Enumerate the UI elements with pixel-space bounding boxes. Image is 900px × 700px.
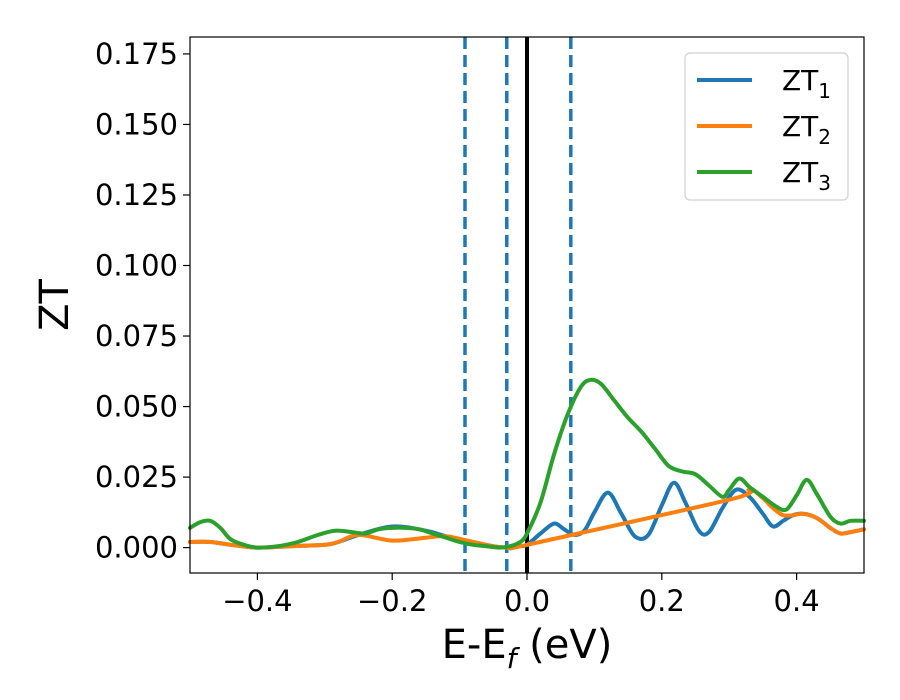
x-tick-label: −0.4 xyxy=(222,584,292,618)
legend: ZT1 ZT2 ZT3 xyxy=(684,52,849,201)
y-axis-title: ZT xyxy=(32,279,78,331)
x-axis-title-base: E-E xyxy=(442,622,507,668)
series-line-zt2 xyxy=(188,487,866,551)
x-axis-ticks: −0.4 −0.2 0.0 0.2 0.4 xyxy=(222,573,820,618)
y-axis-ticks: 0.000 0.025 0.050 0.075 0.100 0.125 0.150 0.175 xyxy=(95,37,190,565)
y-tick-label: 0.075 xyxy=(95,319,178,353)
x-tick-label: 0.4 xyxy=(774,584,820,618)
y-tick-label: 0.175 xyxy=(95,37,178,71)
y-tick-label: 0.125 xyxy=(95,178,178,212)
y-tick-label: 0.000 xyxy=(95,531,178,565)
y-tick-label: 0.150 xyxy=(95,107,178,141)
x-tick-label: 0.0 xyxy=(504,584,550,618)
series-lines xyxy=(188,377,866,551)
legend-label-zt2: ZT2 xyxy=(782,110,831,149)
vertical-reference-lines xyxy=(463,37,573,573)
legend-label-zt3: ZT3 xyxy=(782,156,831,195)
x-axis-title: E-Ef (eV) xyxy=(442,622,613,675)
x-tick-label: −0.2 xyxy=(357,584,427,618)
y-tick-label: 0.050 xyxy=(95,390,178,424)
series-line-zt3 xyxy=(188,377,866,550)
x-axis-title-unit: (eV) xyxy=(516,622,612,668)
y-tick-label: 0.100 xyxy=(95,249,178,283)
legend-box xyxy=(684,52,849,201)
x-tick-label: 0.2 xyxy=(639,584,685,618)
y-tick-label: 0.025 xyxy=(95,460,178,494)
legend-label-zt1: ZT1 xyxy=(782,64,831,103)
